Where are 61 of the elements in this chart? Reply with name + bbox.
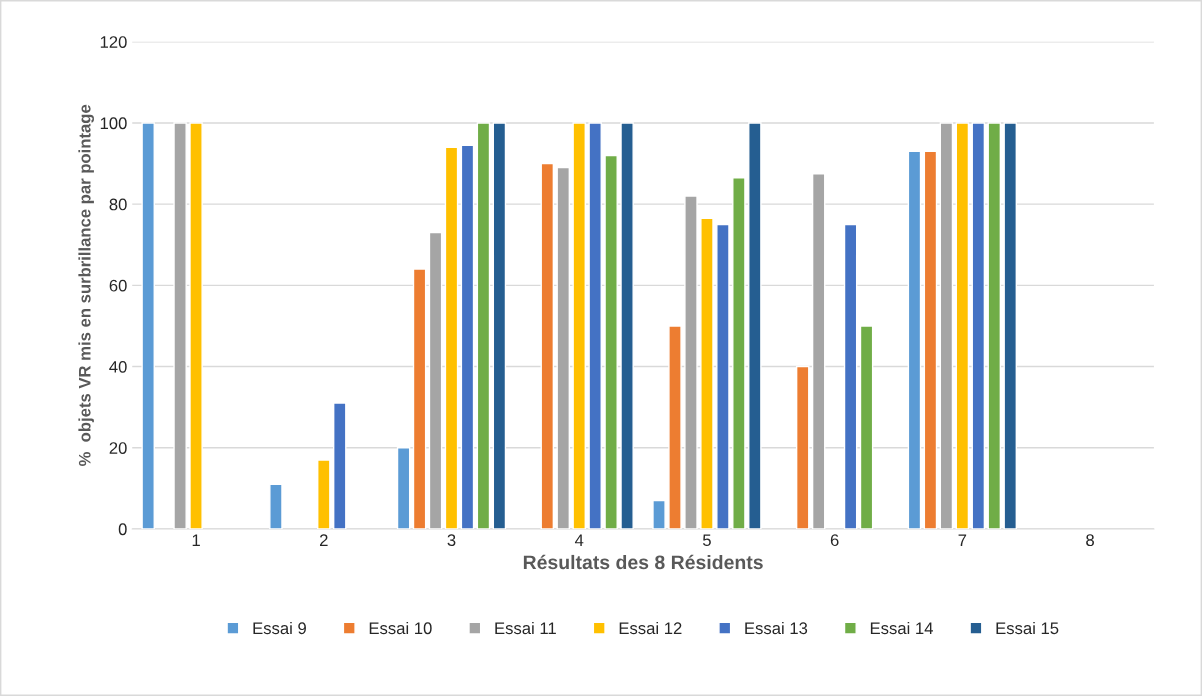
legend-label: Essai 11 <box>495 621 556 635</box>
bar <box>1003 122 1018 529</box>
bar <box>332 402 347 529</box>
legend-label: Essai 9 <box>253 621 306 635</box>
legend-label: Essai 13 <box>745 621 808 635</box>
bar <box>141 122 155 529</box>
legend-label: Essai 12 <box>619 621 682 635</box>
bar <box>955 122 970 529</box>
bar <box>572 122 586 529</box>
x-tick-label: 4 <box>574 534 584 546</box>
bar <box>540 162 555 529</box>
y-tick-label: 60 <box>109 279 127 292</box>
bar <box>396 447 411 529</box>
y-axis-title: % objets VR mis en surbrillance par pointage <box>78 104 94 466</box>
bar <box>476 122 491 529</box>
x-tick-label: 6 <box>830 534 839 547</box>
bar <box>700 217 714 529</box>
bar <box>843 223 858 529</box>
y-tick-label: 40 <box>109 360 127 373</box>
bar <box>620 122 634 529</box>
y-tick-label: 20 <box>109 442 127 454</box>
bar <box>652 499 666 529</box>
x-tick-label: 7 <box>958 534 967 546</box>
bar <box>907 150 922 529</box>
bar <box>460 144 475 529</box>
bar <box>604 154 618 529</box>
bar <box>668 325 682 529</box>
bar <box>939 122 954 529</box>
x-axis-title: Résultats des 8 Résidents <box>523 554 763 570</box>
legend-label: Essai 10 <box>369 621 432 635</box>
y-tick-label: 100 <box>100 117 127 130</box>
bar <box>859 325 874 529</box>
bar <box>444 146 459 529</box>
y-tick-label: 80 <box>109 198 127 211</box>
x-tick-label: 1 <box>192 534 200 546</box>
bar <box>748 122 762 529</box>
legend-label: Essai 14 <box>870 621 933 635</box>
legend-label: Essai 15 <box>996 621 1059 635</box>
bar <box>317 459 331 529</box>
bar <box>732 177 746 529</box>
y-tick-label: 120 <box>100 36 127 48</box>
bar <box>795 365 810 529</box>
bar <box>412 268 427 529</box>
bar <box>556 166 571 529</box>
bar <box>189 122 203 529</box>
bar <box>173 122 187 529</box>
bar <box>716 223 730 529</box>
bar <box>684 195 698 529</box>
bar <box>971 122 986 529</box>
bar <box>492 122 507 529</box>
bar <box>811 173 826 529</box>
bar <box>588 122 602 529</box>
y-tick-label: 0 <box>118 523 127 536</box>
x-tick-label: 2 <box>319 534 328 546</box>
bar <box>269 483 283 529</box>
bar <box>428 231 443 529</box>
bar <box>987 122 1002 529</box>
bar <box>923 150 938 529</box>
x-tick-label: 3 <box>447 534 456 547</box>
x-tick-label: 8 <box>1086 534 1094 547</box>
x-tick-label: 5 <box>702 534 711 547</box>
